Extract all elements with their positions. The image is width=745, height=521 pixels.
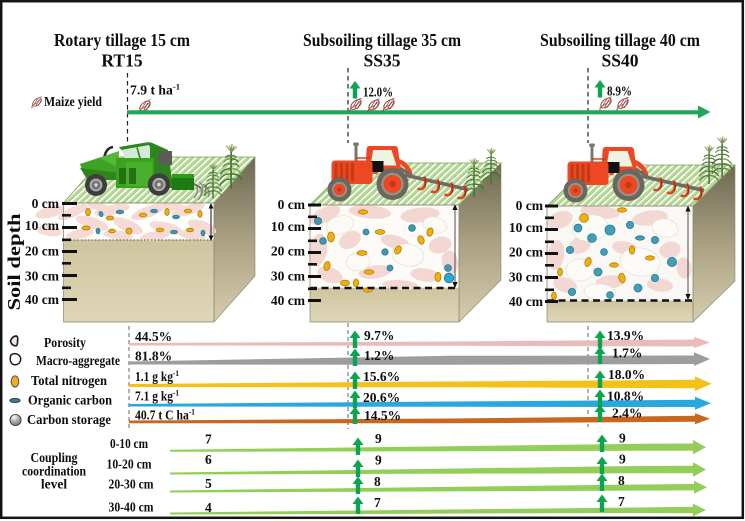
svg-text:12.0%: 12.0% bbox=[363, 85, 393, 100]
svg-text:Subsoiling tillage 35 cm: Subsoiling tillage 35 cm bbox=[303, 30, 461, 50]
svg-text:18.0%: 18.0% bbox=[608, 367, 645, 382]
svg-text:Porosity: Porosity bbox=[44, 335, 86, 350]
svg-text:9.7%: 9.7% bbox=[364, 328, 394, 343]
svg-text:30 cm: 30 cm bbox=[271, 269, 306, 284]
svg-text:20 cm: 20 cm bbox=[271, 244, 306, 259]
svg-text:81.8%: 81.8% bbox=[135, 349, 172, 364]
svg-text:10 cm: 10 cm bbox=[509, 220, 544, 235]
svg-text:9: 9 bbox=[619, 452, 626, 467]
svg-text:Coupling: Coupling bbox=[31, 450, 78, 465]
svg-text:15.6%: 15.6% bbox=[363, 369, 400, 384]
svg-text:20 cm: 20 cm bbox=[509, 245, 544, 260]
svg-text:40.7 t C ha-1: 40.7 t C ha-1 bbox=[135, 407, 195, 423]
svg-text:30 cm: 30 cm bbox=[509, 270, 544, 285]
svg-text:9: 9 bbox=[619, 431, 626, 446]
svg-text:8.9%: 8.9% bbox=[607, 84, 632, 99]
svg-text:8: 8 bbox=[374, 474, 381, 489]
svg-text:1.7%: 1.7% bbox=[612, 346, 642, 361]
svg-text:Soil depth: Soil depth bbox=[4, 213, 24, 310]
svg-text:SS40: SS40 bbox=[602, 51, 639, 71]
svg-text:level: level bbox=[41, 477, 67, 492]
svg-text:5: 5 bbox=[205, 476, 212, 491]
svg-text:6: 6 bbox=[205, 452, 212, 467]
svg-text:9: 9 bbox=[375, 431, 382, 446]
svg-text:13.9%: 13.9% bbox=[607, 328, 644, 343]
svg-text:40 cm: 40 cm bbox=[271, 293, 306, 308]
svg-text:2.4%: 2.4% bbox=[612, 406, 642, 421]
svg-text:Total nitrogen: Total nitrogen bbox=[31, 373, 107, 388]
svg-text:10 cm: 10 cm bbox=[25, 218, 60, 233]
svg-text:0-10 cm: 0-10 cm bbox=[110, 436, 149, 451]
svg-text:SS35: SS35 bbox=[364, 51, 401, 71]
svg-text:40 cm: 40 cm bbox=[509, 294, 544, 309]
svg-text:0 cm: 0 cm bbox=[278, 197, 306, 212]
svg-text:10.8%: 10.8% bbox=[607, 389, 644, 404]
svg-text:Carbon storage: Carbon storage bbox=[27, 412, 111, 427]
svg-text:1.1 g kg-1: 1.1 g kg-1 bbox=[135, 368, 179, 384]
svg-text:40 cm: 40 cm bbox=[25, 292, 60, 307]
svg-text:1.2%: 1.2% bbox=[364, 348, 394, 363]
svg-text:Maize yield: Maize yield bbox=[44, 94, 102, 109]
svg-text:20.6%: 20.6% bbox=[363, 390, 400, 405]
svg-text:20 cm: 20 cm bbox=[25, 244, 60, 259]
svg-text:7: 7 bbox=[374, 495, 381, 510]
svg-text:44.5%: 44.5% bbox=[135, 329, 172, 344]
svg-text:coordination: coordination bbox=[22, 464, 86, 479]
svg-text:9: 9 bbox=[375, 453, 382, 468]
svg-text:Subsoiling tillage 40 cm: Subsoiling tillage 40 cm bbox=[540, 30, 700, 50]
svg-text:8: 8 bbox=[618, 473, 625, 488]
svg-text:Organic carbon: Organic carbon bbox=[28, 393, 112, 408]
svg-text:30 cm: 30 cm bbox=[25, 269, 60, 284]
svg-text:4: 4 bbox=[205, 500, 212, 515]
svg-text:RT15: RT15 bbox=[101, 51, 142, 71]
svg-text:7: 7 bbox=[618, 494, 625, 509]
svg-text:0 cm: 0 cm bbox=[32, 196, 60, 211]
svg-text:Macro-aggregate: Macro-aggregate bbox=[36, 353, 120, 368]
svg-text:10-20 cm: 10-20 cm bbox=[107, 457, 153, 472]
svg-text:7: 7 bbox=[205, 432, 212, 447]
svg-text:7.9 t ha-1: 7.9 t ha-1 bbox=[130, 82, 180, 98]
svg-text:7.1 g kg-1: 7.1 g kg-1 bbox=[135, 388, 179, 404]
svg-text:0 cm: 0 cm bbox=[516, 198, 544, 213]
svg-text:14.5%: 14.5% bbox=[364, 408, 401, 423]
svg-text:10 cm: 10 cm bbox=[271, 219, 306, 234]
svg-text:30-40 cm: 30-40 cm bbox=[109, 500, 155, 515]
svg-text:20-30 cm: 20-30 cm bbox=[109, 477, 155, 492]
svg-text:Rotary tillage 15 cm: Rotary tillage 15 cm bbox=[54, 30, 190, 50]
